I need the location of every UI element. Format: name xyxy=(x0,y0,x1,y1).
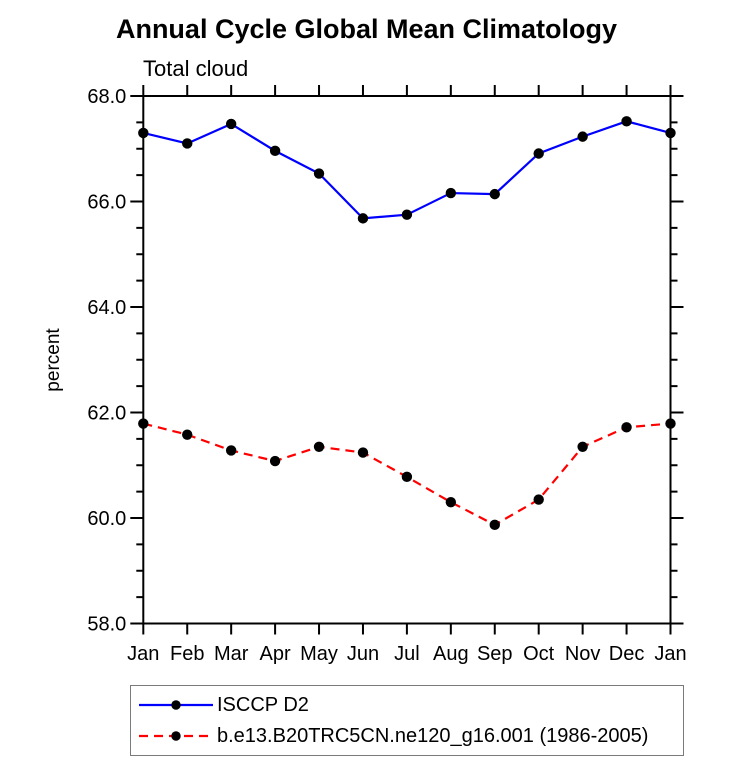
x-tick-label: Feb xyxy=(170,643,204,665)
x-tick-label: Mar xyxy=(214,643,249,665)
x-tick-label: May xyxy=(300,643,338,665)
data-point xyxy=(138,418,149,429)
y-tick-label: 66.0 xyxy=(87,192,126,214)
data-point xyxy=(445,187,457,199)
x-tick-label: Sep xyxy=(477,643,513,665)
data-point xyxy=(182,138,193,149)
series-markers-1 xyxy=(138,418,676,531)
data-point xyxy=(665,418,676,429)
data-point xyxy=(269,145,281,157)
data-point xyxy=(401,471,413,483)
data-point xyxy=(182,429,193,440)
data-point xyxy=(621,422,632,433)
data-point xyxy=(313,168,325,179)
data-point xyxy=(533,148,544,159)
x-tick-label: Oct xyxy=(523,643,555,665)
y-tick-label: 64.0 xyxy=(87,297,126,319)
x-tick-label: Nov xyxy=(565,643,601,665)
data-point xyxy=(445,496,457,508)
x-tick-label: Apr xyxy=(260,643,291,665)
data-point xyxy=(225,445,237,456)
series-line-0 xyxy=(143,120,671,220)
plot-frame xyxy=(142,95,672,625)
x-axis-labels: Jan Feb Mar Apr May Jun Jul Aug Sep Oct Nov Dec Jan xyxy=(127,643,686,665)
x-axis-ticks xyxy=(142,85,672,635)
x-tick-label: Aug xyxy=(433,643,469,665)
y-tick-label: 68.0 xyxy=(87,86,126,108)
data-point xyxy=(665,127,676,139)
data-point xyxy=(138,127,149,139)
legend-item-isccp-d2: ISCCP D2 xyxy=(137,690,683,721)
y-axis-labels: 58.0 60.0 62.0 64.0 66.0 68.0 xyxy=(87,86,126,636)
series-markers-0 xyxy=(138,116,676,224)
x-tick-label: Jun xyxy=(347,643,379,665)
data-point xyxy=(357,213,369,224)
data-point xyxy=(533,494,544,505)
x-tick-label: Jul xyxy=(394,643,420,665)
chart-title: Annual Cycle Global Mean Climatology xyxy=(115,14,618,44)
data-point xyxy=(489,519,500,531)
legend-line-sample-dashed xyxy=(139,731,213,741)
legend: ISCCP D2 b.e13.B20TRC5CN.ne120_g16.001 (… xyxy=(130,685,684,756)
x-tick-label: Jan xyxy=(127,643,159,665)
y-axis-ticks xyxy=(130,95,684,625)
data-point xyxy=(269,455,281,467)
legend-label-isccp-d2: ISCCP D2 xyxy=(217,693,309,716)
y-tick-label: 60.0 xyxy=(87,508,126,530)
legend-marker-dot xyxy=(171,700,181,710)
data-point xyxy=(357,447,369,458)
legend-label-model-run: b.e13.B20TRC5CN.ne120_g16.001 (1986-2005… xyxy=(217,724,649,747)
data-point xyxy=(225,118,237,130)
x-tick-label: Jan xyxy=(654,643,686,665)
y-tick-label: 58.0 xyxy=(87,614,126,636)
y-tick-label: 62.0 xyxy=(87,403,126,425)
data-point xyxy=(489,188,500,200)
data-point xyxy=(621,116,632,127)
legend-item-model-run: b.e13.B20TRC5CN.ne120_g16.001 (1986-2005… xyxy=(137,721,683,752)
data-point xyxy=(577,441,588,452)
chart-subtitle: Total cloud xyxy=(143,56,249,81)
data-point xyxy=(313,441,325,452)
data-point xyxy=(401,209,413,220)
x-tick-label: Dec xyxy=(609,643,645,665)
legend-line-sample-solid xyxy=(139,700,213,710)
data-point xyxy=(577,131,588,142)
legend-marker-dot xyxy=(171,731,181,741)
